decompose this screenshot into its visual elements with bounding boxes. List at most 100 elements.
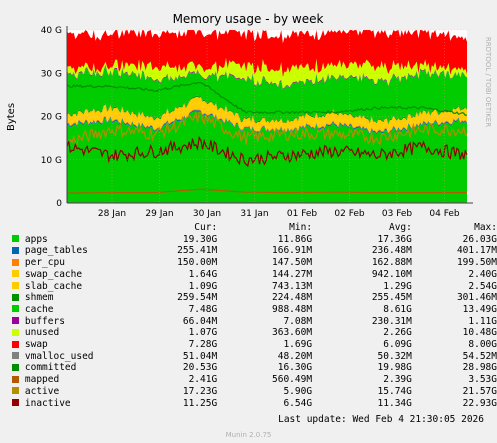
rrdtool-credit: RRDTOOL / TOBI OETIKER xyxy=(484,37,492,127)
memory-chart: 0 10 G 20 G 30 G 40 G 28 Jan 29 Jan 30 Jan 31 Ja… xyxy=(6,12,492,219)
legend-min: 1.69G xyxy=(283,339,313,351)
legend-min: 144.27M xyxy=(272,268,313,280)
legend-cur: 19.30G xyxy=(182,233,218,245)
legend-min: 16.30G xyxy=(277,362,313,374)
legend-swatch xyxy=(12,399,19,407)
legend-cur: 1.64G xyxy=(188,268,218,280)
legend-max: 2.54G xyxy=(468,280,497,292)
legend-row-mapped: mapped 2.41G 560.49M 2.39G 3.53G xyxy=(12,374,497,386)
legend-swatch xyxy=(12,235,19,243)
x-tick-label: 28 Jan xyxy=(98,209,126,219)
legend-min: 11.86G xyxy=(277,233,313,245)
legend-row-unused: unused 1.07G 363.60M 2.26G 10.48G xyxy=(12,327,497,339)
legend-avg: 50.32M xyxy=(377,350,412,362)
legend-row-swap: swap 7.28G 1.69G 6.09G 8.00G xyxy=(12,339,497,351)
legend-swatch xyxy=(12,317,19,325)
legend-row-inactive: inactive 11.25G 6.54G 11.34G 22.93G xyxy=(12,398,497,410)
legend-cur: 20.53G xyxy=(182,362,218,374)
x-tick-label: 03 Feb xyxy=(382,209,413,219)
legend-avg: 2.39G xyxy=(383,374,412,386)
legend-min: 560.49M xyxy=(272,374,313,386)
munin-version: Munin 2.0.75 xyxy=(225,431,272,439)
legend-row-buffers: buffers 66.04M 7.08M 230.31M 1.11G xyxy=(12,316,497,328)
legend-cur: 66.04M xyxy=(182,315,218,327)
legend-avg: 255.45M xyxy=(371,292,412,304)
legend-row-vmalloc-used: vmalloc_used 51.04M 48.20M 50.32M 54.52M xyxy=(12,351,497,363)
legend-swatch xyxy=(12,375,19,383)
legend-max: 401.17M xyxy=(456,245,497,257)
legend-row-swap-cache: swap_cache 1.64G 144.27M 942.10M 2.40G xyxy=(12,269,497,281)
legend-max: 21.57G xyxy=(462,385,497,397)
legend-cur: 1.07G xyxy=(188,327,218,339)
legend-min: 363.60M xyxy=(272,327,313,339)
legend-avg: 8.61G xyxy=(383,303,412,315)
legend-swatch xyxy=(12,363,19,371)
legend-name: swap xyxy=(24,339,48,351)
legend-cur: 259.54M xyxy=(177,292,218,304)
line-inactive xyxy=(66,135,468,168)
legend-max: 28.98G xyxy=(462,362,497,374)
legend-avg: 19.98G xyxy=(377,362,412,374)
legend-cur: 150.00M xyxy=(177,257,218,269)
legend-row-active: active 17.23G 5.90G 15.74G 21.57G xyxy=(12,386,497,398)
x-tick-label: 30 Jan xyxy=(193,209,221,219)
legend-min: 988.48M xyxy=(272,303,313,315)
x-tick-label: 04 Feb xyxy=(429,209,460,219)
legend-cur: 51.04M xyxy=(182,350,218,362)
legend-avg: 11.34G xyxy=(377,397,412,409)
legend-min: 48.20M xyxy=(277,350,313,362)
y-tick-label: 20 G xyxy=(41,113,62,123)
legend-body: apps 19.30G 11.86G 17.36G 26.03G page_tables 2… xyxy=(12,234,497,410)
legend-avg: 2.26G xyxy=(383,327,412,339)
line-active xyxy=(66,111,468,146)
x-tick-label: 01 Feb xyxy=(287,209,318,219)
legend-max: 1.11G xyxy=(468,315,497,327)
legend-name: slab_cache xyxy=(24,280,83,292)
legend-avg: 15.74G xyxy=(377,385,412,397)
legend-max: 199.50M xyxy=(456,257,497,269)
legend-avg: 1.29G xyxy=(383,280,412,292)
legend-max: 301.46M xyxy=(456,292,497,304)
legend-row-apps: apps 19.30G 11.86G 17.36G 26.03G xyxy=(12,234,497,246)
legend-table: Cur: Min: Avg: Max: apps 19.30G 11.86G 17.3… xyxy=(12,222,497,409)
legend-row-per-cpu: per_cpu 150.00M 147.50M 162.88M 199.50M xyxy=(12,257,497,269)
area-slab-cache xyxy=(67,96,467,130)
legend-name: swap_cache xyxy=(24,268,83,280)
legend-header-cur: Cur: xyxy=(194,222,218,233)
legend-avg: 162.88M xyxy=(371,257,412,269)
legend-name: cache xyxy=(24,303,54,315)
legend-name: apps xyxy=(24,233,48,245)
area-unused xyxy=(67,58,467,89)
legend-header-max: Max: xyxy=(474,222,497,233)
legend-cur: 17.23G xyxy=(182,385,218,397)
legend-min: 166.91M xyxy=(272,245,313,257)
legend-cur: 11.25G xyxy=(182,397,218,409)
legend-avg: 17.36G xyxy=(377,233,412,245)
y-tick-label: 30 G xyxy=(41,69,62,79)
legend-swatch xyxy=(12,270,19,278)
area-swap-cache xyxy=(67,102,467,133)
legend-min: 743.13M xyxy=(272,280,313,292)
legend-cur: 1.09G xyxy=(188,280,218,292)
x-tick-label: 02 Feb xyxy=(334,209,365,219)
area-page-tables xyxy=(67,110,467,136)
legend-max: 22.93G xyxy=(462,397,497,409)
legend-min: 6.54G xyxy=(283,397,313,409)
legend-max: 10.48G xyxy=(462,327,497,339)
legend-name: committed xyxy=(24,362,77,374)
legend-max: 3.53G xyxy=(468,374,497,386)
y-tick-label: 0 xyxy=(56,199,62,209)
line-mapped xyxy=(66,188,467,194)
legend-min: 7.08M xyxy=(283,315,313,327)
legend-swatch xyxy=(12,352,19,360)
legend-swatch xyxy=(12,246,19,254)
legend-max: 13.49G xyxy=(462,303,497,315)
legend-avg: 230.31M xyxy=(371,315,412,327)
legend-swatch xyxy=(12,340,19,348)
legend-swatch xyxy=(12,258,19,266)
legend-max: 8.00G xyxy=(468,339,497,351)
area-swap xyxy=(67,30,467,78)
y-tick-label: 40 G xyxy=(41,26,62,36)
legend-min: 224.48M xyxy=(272,292,313,304)
legend-name: shmem xyxy=(24,292,54,304)
